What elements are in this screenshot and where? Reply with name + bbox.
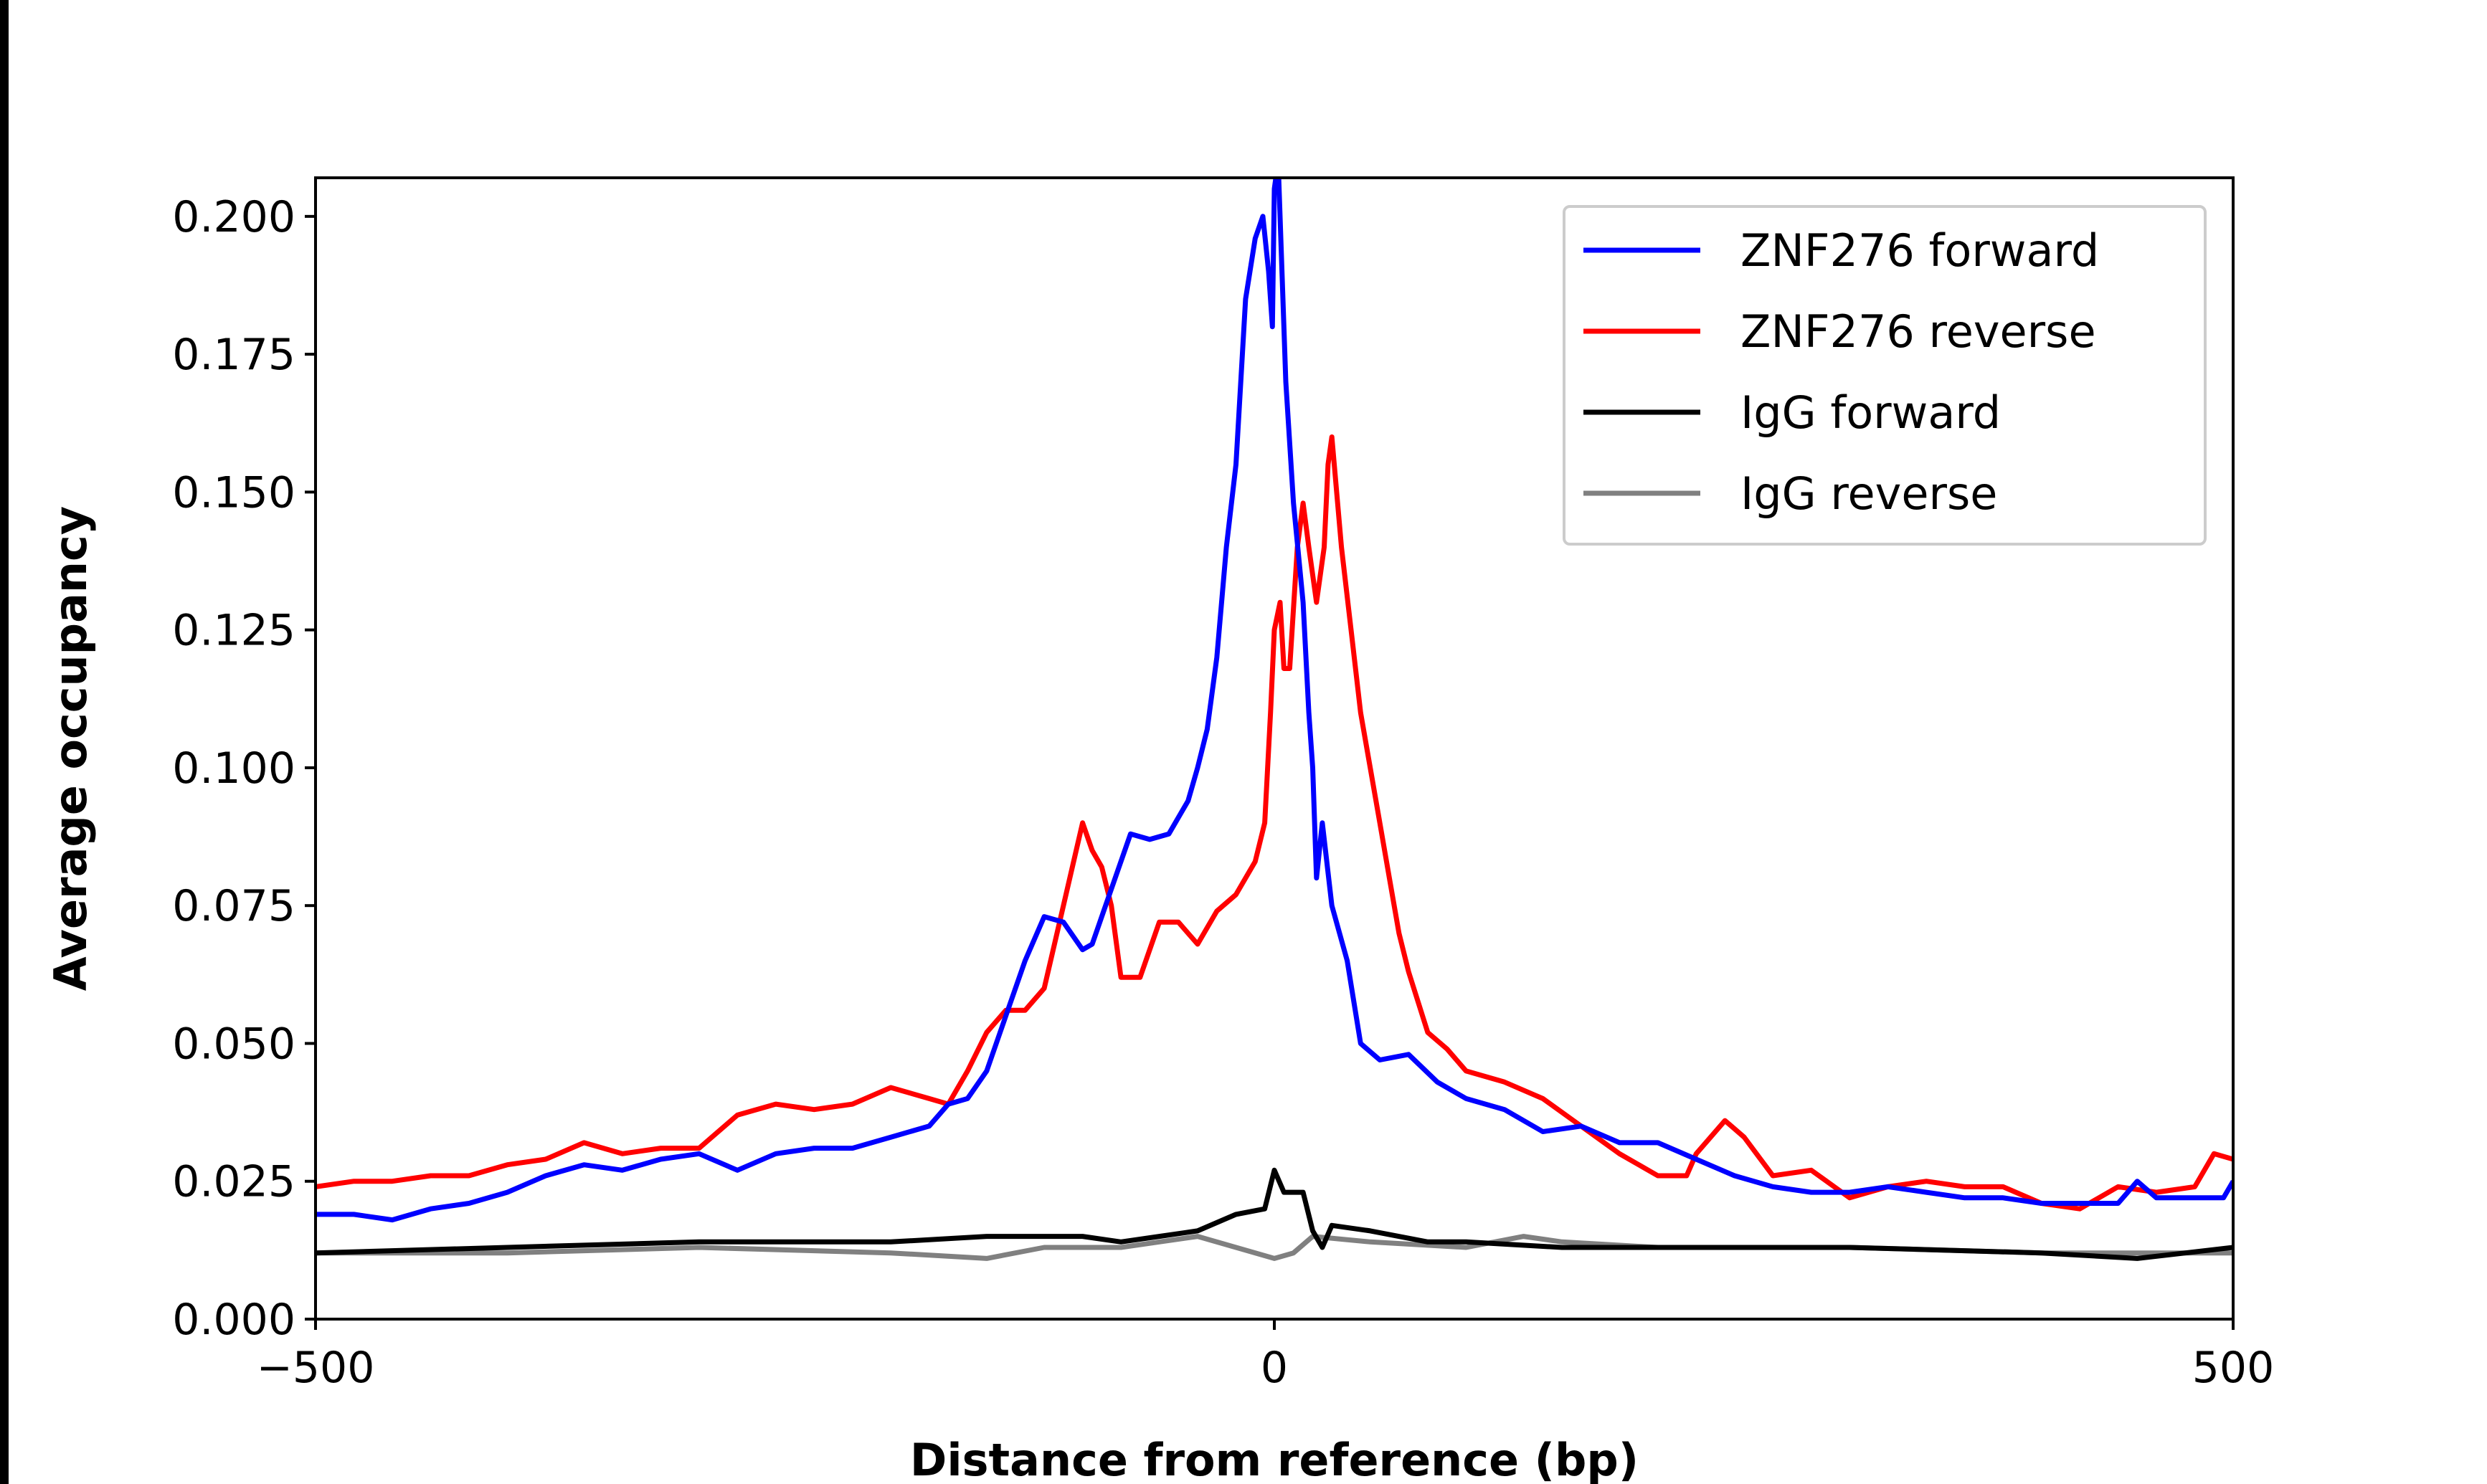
legend-box [1563,205,2207,546]
series-line-0 [316,178,2233,1223]
x-axis-ticks: −500 0 500 [257,1319,2275,1393]
y-tick-label: 0.150 [172,467,295,518]
y-axis-label: Average occupancy [44,506,97,991]
series-line-2 [316,1167,2233,1261]
y-tick-label: 0.050 [172,1019,295,1069]
legend-label-0: ZNF276 forward [1740,224,2099,277]
series-line-3 [316,1234,2233,1261]
series-line-1 [316,434,2233,1212]
legend-label-1: ZNF276 reverse [1740,305,2096,358]
series-lines [316,178,2233,1261]
y-tick-label: 0.125 [172,606,295,656]
left-border [0,0,9,1484]
y-tick-label: 0.175 [172,330,295,380]
y-tick-label: 0.200 [172,192,295,242]
y-tick-label: 0.000 [172,1295,295,1345]
x-tick-label: 500 [2192,1343,2275,1393]
y-tick-label: 0.075 [172,881,295,931]
legend-label-2: IgG forward [1740,386,2001,439]
y-axis-ticks: 0.000 0.025 0.050 0.075 0.100 0.125 0.150 0.175… [172,192,316,1345]
legend: ZNF276 forward ZNF276 reverse IgG forward I… [1563,205,2207,546]
x-tick-label: −500 [257,1343,375,1393]
legend-label-3: IgG reverse [1740,467,1997,520]
y-tick-label: 0.100 [172,743,295,794]
x-tick-label: 0 [1261,1343,1288,1393]
y-tick-label: 0.025 [172,1157,295,1207]
x-axis-label: Distance from reference (bp) [910,1434,1639,1484]
